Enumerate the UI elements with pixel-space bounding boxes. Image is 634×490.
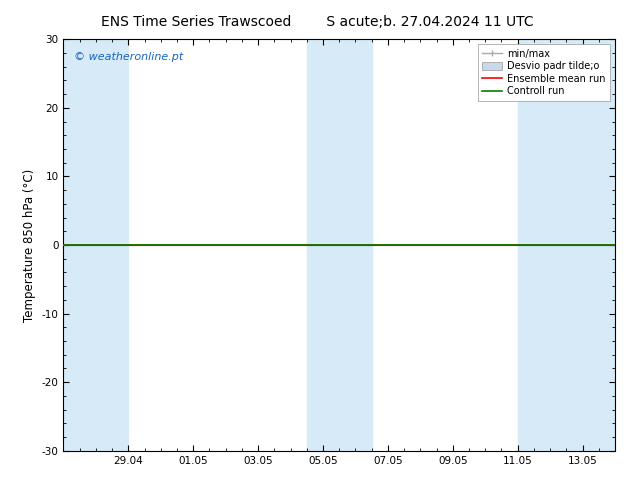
Legend: min/max, Desvio padr tilde;o, Ensemble mean run, Controll run: min/max, Desvio padr tilde;o, Ensemble m… bbox=[477, 44, 610, 101]
Bar bbox=[517, 39, 615, 451]
Text: ENS Time Series Trawscoed        S acute;b. 27.04.2024 11 UTC: ENS Time Series Trawscoed S acute;b. 27.… bbox=[101, 15, 533, 29]
Bar bbox=[307, 39, 372, 451]
Bar bbox=[63, 39, 128, 451]
Text: © weatheronline.pt: © weatheronline.pt bbox=[74, 51, 184, 62]
Y-axis label: Temperature 850 hPa (°C): Temperature 850 hPa (°C) bbox=[23, 169, 36, 321]
